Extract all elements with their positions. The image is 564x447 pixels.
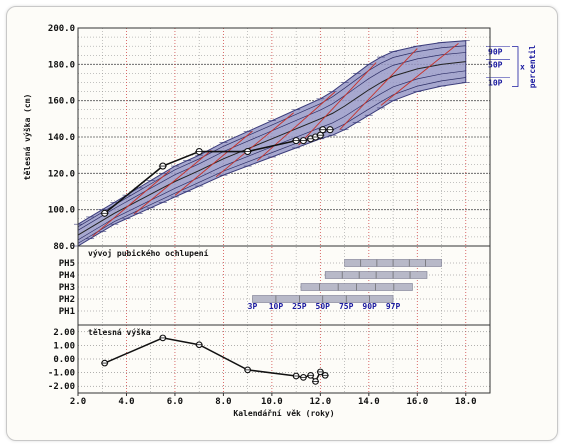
red-reference-line — [380, 43, 459, 106]
x-tick-label: 4.0 — [118, 397, 134, 407]
height-ytick-label: 160.0 — [48, 97, 75, 107]
height-ytick-label: 120.0 — [48, 169, 75, 179]
x-tick-label: 10.0 — [261, 397, 283, 407]
percentile-curve — [77, 70, 466, 241]
sds-ytick-label: 0.00 — [53, 355, 75, 365]
x-tick-label: 12.0 — [310, 397, 332, 407]
puberty-category-label: PH5 — [59, 259, 75, 269]
puberty-category-label: PH1 — [59, 307, 75, 317]
sds-ytick-label: 1.00 — [53, 341, 75, 351]
puberty-title: vývoj pubického ochlupení — [88, 248, 209, 258]
height-ytick-label: 80.0 — [53, 242, 75, 252]
red-reference-line — [174, 130, 253, 196]
puberty-centile-label: 25P — [292, 302, 307, 311]
percentile-bracket — [512, 46, 519, 87]
x-axis-label: Kalendářní věk (roky) — [233, 408, 334, 418]
puberty-centile-label: 90P — [362, 302, 377, 311]
percentile-label: 90P — [488, 48, 503, 57]
red-reference-line — [339, 48, 418, 130]
x-tick-label: 16.0 — [406, 397, 428, 407]
puberty-centile-label: 50P — [316, 302, 331, 311]
red-reference-line — [298, 62, 377, 146]
percentile-label: 10P — [488, 79, 503, 88]
sds-ytick-label: 2.00 — [53, 328, 75, 338]
x-tick-label: 8.0 — [215, 397, 231, 407]
puberty-category-label: PH2 — [59, 295, 75, 305]
x-tick-label: 6.0 — [167, 397, 183, 407]
height-ytick-label: 100.0 — [48, 206, 75, 216]
height-ytick-label: 140.0 — [48, 133, 75, 143]
puberty-centile-label: 97P — [386, 302, 401, 311]
sds-title: tělesná výška — [88, 327, 151, 337]
percentile-label: 50P — [488, 60, 503, 69]
sds-series-line — [104, 337, 326, 383]
x-tick-label: 2.0 — [70, 397, 86, 407]
percentile-bracket-symbol: x — [520, 63, 525, 72]
puberty-centile-label: 3P — [248, 302, 258, 311]
red-reference-line — [257, 91, 336, 162]
x-tick-label: 18.0 — [455, 397, 477, 407]
x-tick-label: 14.0 — [358, 397, 380, 407]
percentile-curve — [77, 77, 466, 244]
height-ylabel: tělesná výška (cm) — [22, 94, 32, 181]
puberty-centile-label: 10P — [269, 302, 284, 311]
height-ytick-label: 180.0 — [48, 60, 75, 70]
percentile-curve — [77, 52, 466, 231]
percentile-side-label: percentil — [527, 45, 537, 89]
red-reference-line — [92, 170, 171, 237]
puberty-centile-label: 75P — [339, 302, 354, 311]
red-reference-line — [215, 112, 294, 178]
puberty-category-label: PH4 — [59, 271, 76, 281]
sds-ytick-label: -1.00 — [48, 369, 75, 379]
height-ytick-label: 200.0 — [48, 24, 75, 34]
red-reference-line — [133, 150, 212, 215]
sds-ytick-label: -2.00 — [48, 382, 75, 392]
puberty-category-label: PH3 — [59, 283, 75, 293]
